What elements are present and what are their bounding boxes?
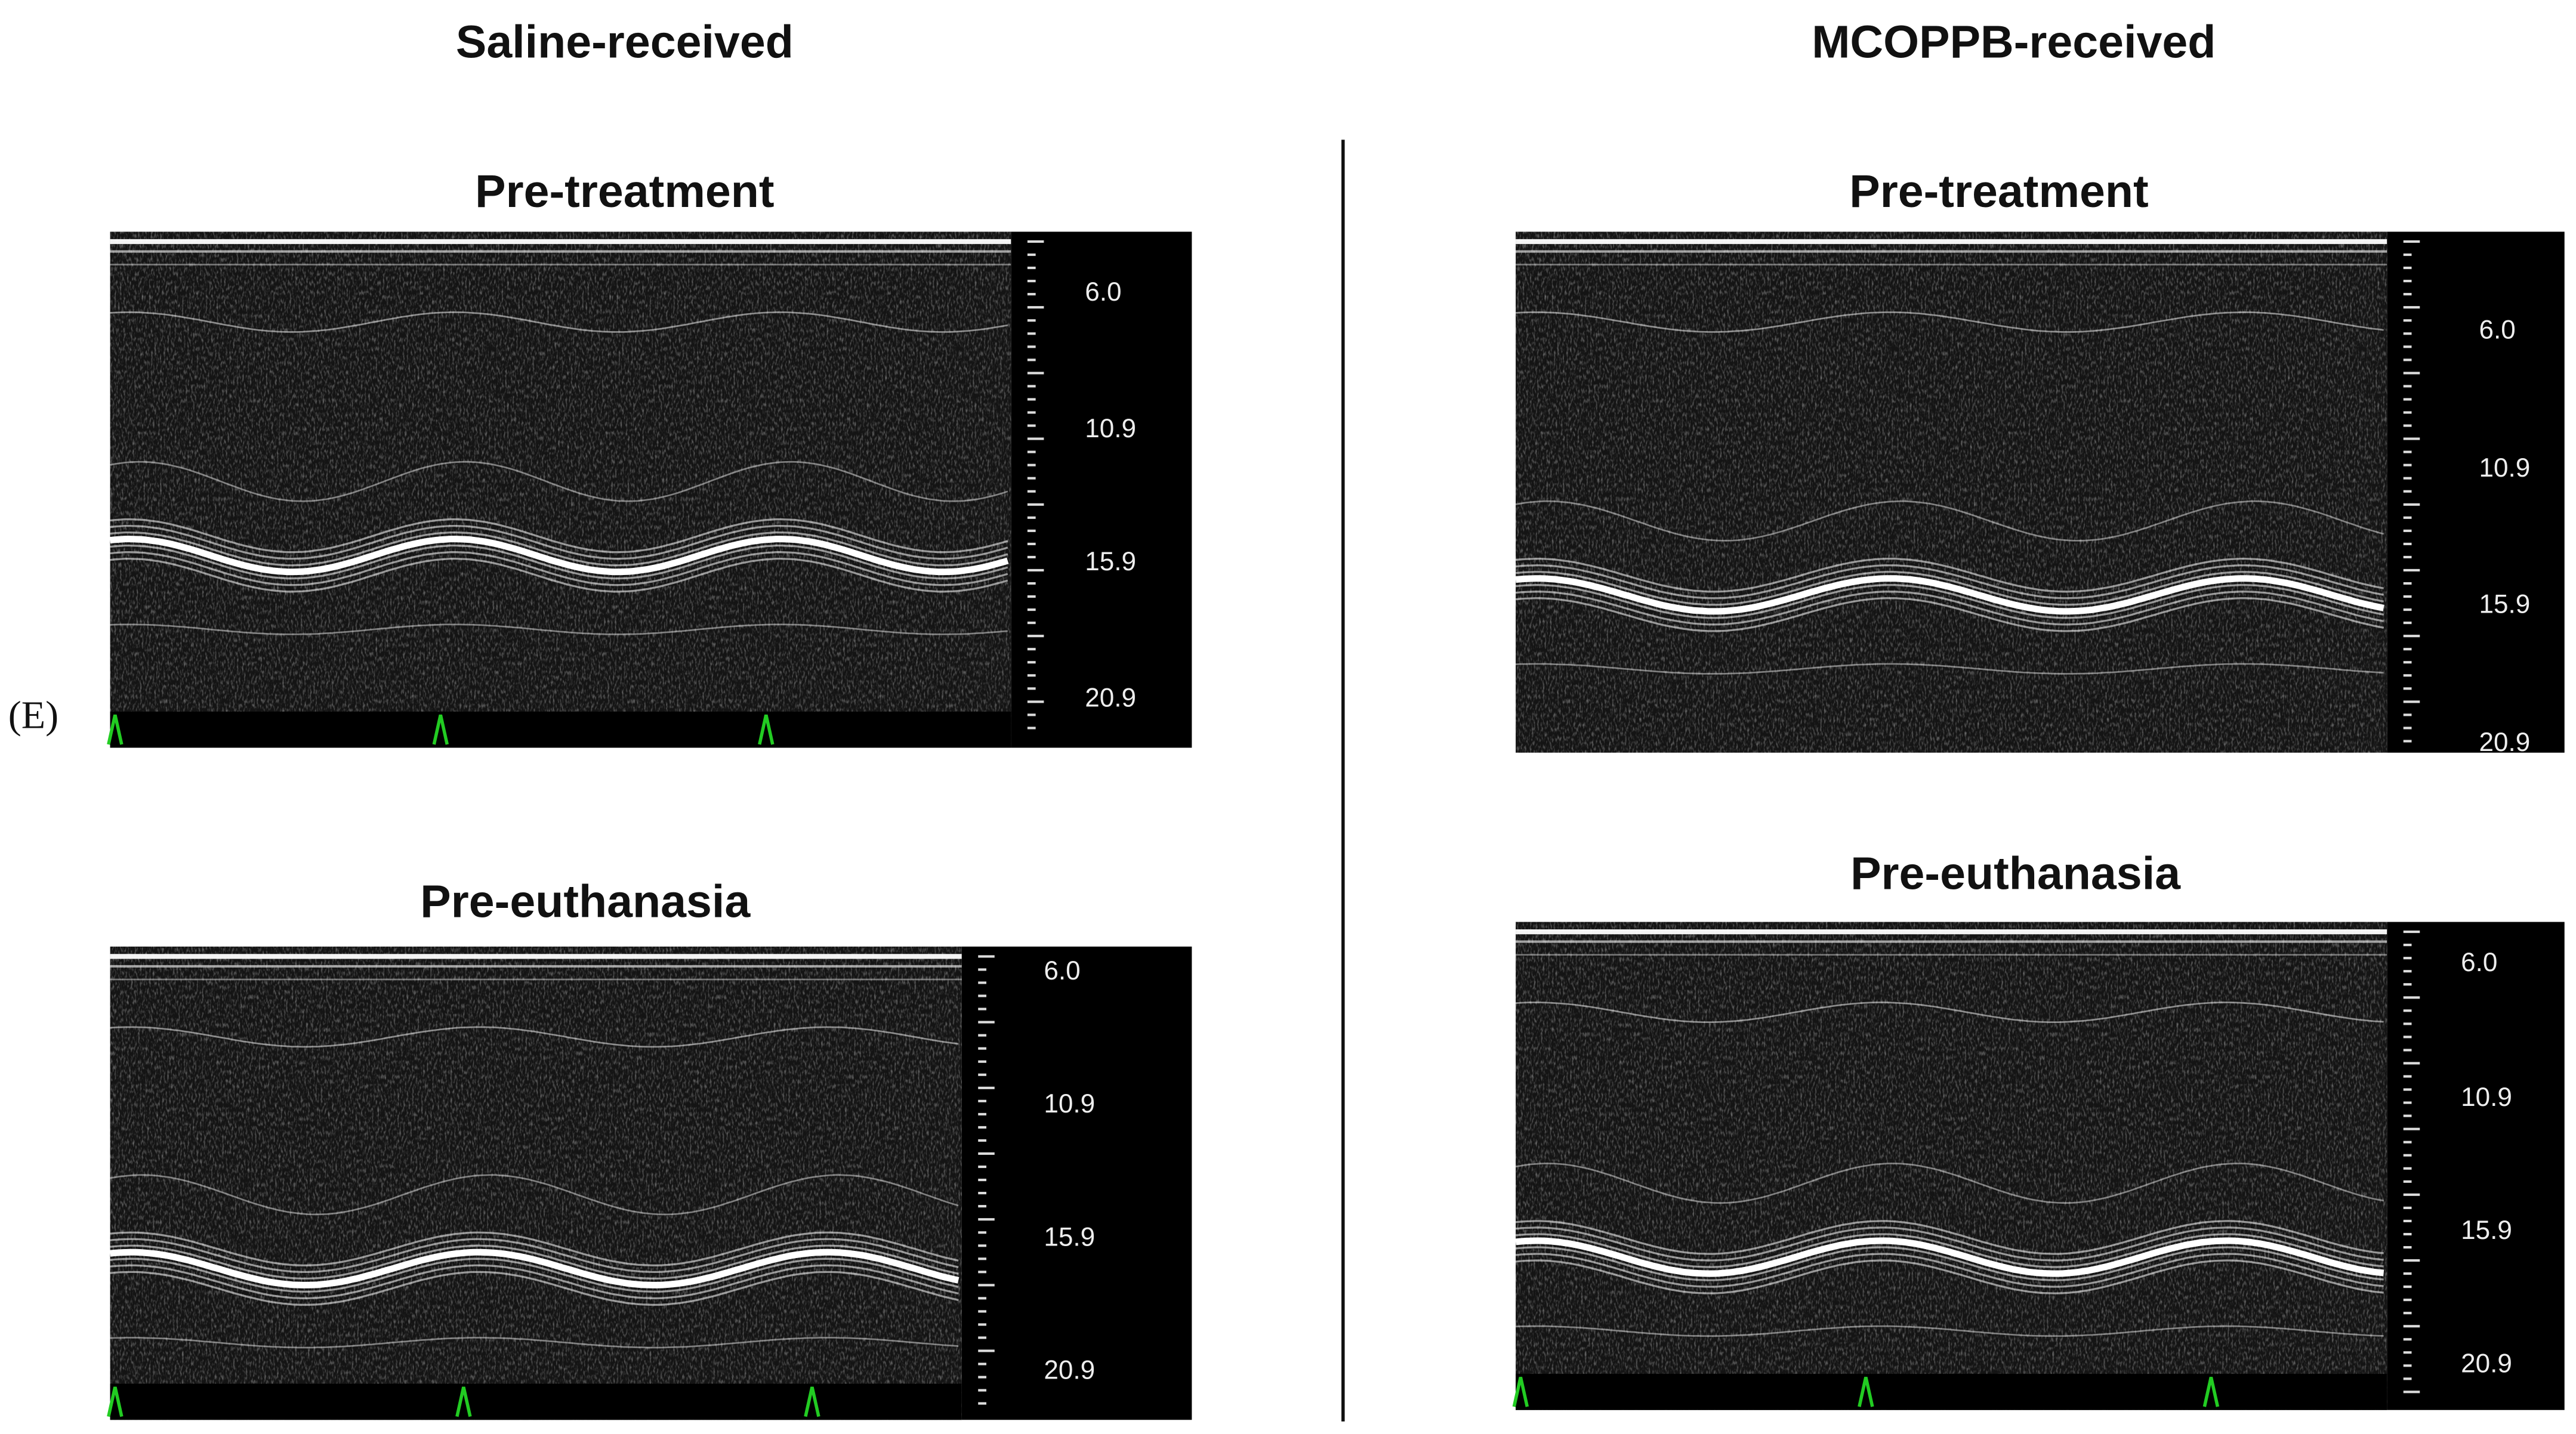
ecg-spike bbox=[107, 1386, 124, 1417]
ecg-strip bbox=[110, 711, 1011, 748]
wall-trace bbox=[1516, 663, 2384, 675]
wall-trace bbox=[1515, 591, 2384, 626]
wall-trace bbox=[1515, 1226, 2384, 1262]
wall-trace bbox=[110, 311, 1008, 333]
wall-trace bbox=[1515, 584, 2384, 619]
depth-label: 10.9 bbox=[2461, 1083, 2512, 1112]
wall-trace bbox=[1515, 575, 2384, 615]
depth-label: 20.9 bbox=[1085, 684, 1136, 713]
wall-trace bbox=[110, 531, 1008, 567]
depth-label: 6.0 bbox=[2479, 316, 2515, 345]
ultrasound-speckle bbox=[110, 231, 1011, 748]
wall-trace bbox=[110, 551, 1008, 586]
scale-background bbox=[1011, 231, 1192, 748]
wall-trace bbox=[1515, 1233, 2384, 1268]
ecg-spike bbox=[107, 714, 124, 745]
depth-label: 20.9 bbox=[1044, 1355, 1095, 1384]
ecg-strip bbox=[110, 1383, 962, 1420]
wall-trace bbox=[110, 1271, 959, 1306]
ecg-spike bbox=[2202, 1377, 2220, 1407]
depth-label: 10.9 bbox=[1085, 414, 1136, 443]
panel-title: Pre-treatment bbox=[475, 166, 774, 217]
column-title: Saline-received bbox=[456, 16, 794, 67]
wall-trace bbox=[110, 1264, 959, 1300]
wall-trace bbox=[110, 545, 1008, 580]
depth-label: 15.9 bbox=[2461, 1216, 2512, 1245]
wall-trace bbox=[110, 536, 1009, 576]
wall-trace bbox=[1515, 571, 2384, 606]
ultrasound-speckle bbox=[1516, 231, 2387, 753]
depth-label: 20.9 bbox=[2461, 1349, 2512, 1378]
wall-trace bbox=[1515, 1259, 2384, 1294]
wall-trace bbox=[110, 1238, 959, 1273]
ecg-spike bbox=[455, 1386, 472, 1417]
wall-trace bbox=[110, 1337, 959, 1349]
wall-trace bbox=[110, 461, 1008, 502]
wall-trace bbox=[110, 518, 1008, 554]
depth-label: 6.0 bbox=[1085, 277, 1121, 307]
wall-trace bbox=[1515, 1237, 2384, 1277]
ecg-strip bbox=[1516, 1374, 2387, 1410]
scale-background bbox=[961, 946, 1192, 1420]
depth-label: 10.9 bbox=[2479, 453, 2530, 483]
ecg-spike bbox=[804, 1386, 820, 1417]
wall-trace bbox=[1515, 1253, 2384, 1288]
scale-background bbox=[2387, 231, 2565, 753]
scale-background bbox=[2387, 922, 2565, 1410]
column-title: MCOPPB-received bbox=[1812, 16, 2216, 67]
depth-label: 6.0 bbox=[1044, 956, 1080, 985]
wall-trace bbox=[1516, 1325, 2384, 1337]
ultrasound-speckle bbox=[1516, 922, 2387, 1410]
panel-title: Pre-euthanasia bbox=[1850, 848, 2181, 899]
depth-label: 15.9 bbox=[1085, 547, 1136, 576]
wall-trace bbox=[110, 558, 1008, 593]
depth-label: 20.9 bbox=[2479, 728, 2530, 757]
wall-trace bbox=[1515, 1220, 2384, 1255]
depth-label: 6.0 bbox=[2461, 948, 2497, 977]
wall-trace bbox=[110, 1026, 959, 1048]
depth-label: 10.9 bbox=[1044, 1089, 1095, 1118]
figure-label: (E) bbox=[8, 693, 58, 737]
wall-trace bbox=[110, 1174, 959, 1216]
panel-title: Pre-euthanasia bbox=[420, 876, 751, 927]
wall-trace bbox=[1515, 558, 2384, 593]
ecg-spike bbox=[1512, 1377, 1529, 1407]
wall-trace bbox=[110, 524, 1008, 560]
ultrasound-speckle bbox=[110, 946, 962, 1420]
wall-trace bbox=[110, 623, 1008, 635]
wall-trace bbox=[1515, 500, 2384, 542]
ecg-spike bbox=[1858, 1377, 1874, 1407]
wall-trace bbox=[1515, 1246, 2384, 1281]
depth-label: 15.9 bbox=[2479, 590, 2530, 619]
wall-trace bbox=[110, 1231, 959, 1266]
wall-trace bbox=[1515, 1163, 2384, 1204]
wall-trace bbox=[110, 1257, 959, 1293]
wall-trace bbox=[1515, 564, 2384, 599]
ecg-spike bbox=[432, 714, 449, 745]
panel-title: Pre-treatment bbox=[1849, 166, 2148, 217]
wall-trace bbox=[1515, 1002, 2384, 1023]
wall-trace bbox=[1515, 597, 2384, 632]
wall-trace bbox=[110, 1248, 960, 1288]
wall-trace bbox=[1515, 311, 2384, 333]
wall-trace bbox=[110, 1244, 959, 1280]
ecg-spike bbox=[758, 714, 775, 745]
depth-label: 15.9 bbox=[1044, 1222, 1095, 1251]
